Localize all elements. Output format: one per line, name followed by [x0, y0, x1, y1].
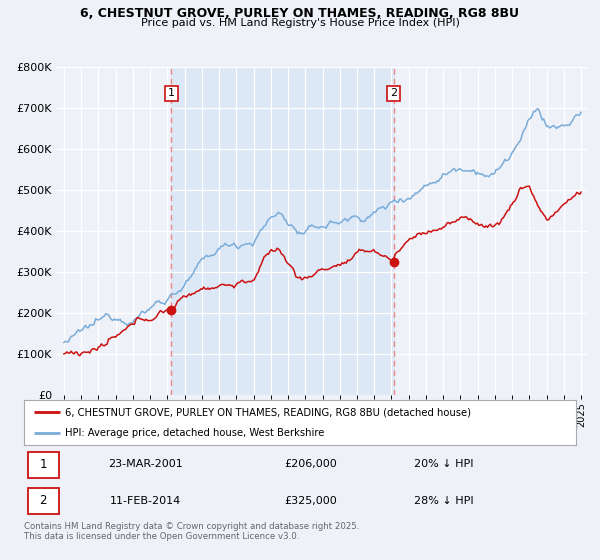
Text: Price paid vs. HM Land Registry's House Price Index (HPI): Price paid vs. HM Land Registry's House …: [140, 18, 460, 29]
Text: 2: 2: [40, 494, 47, 507]
Text: 28% ↓ HPI: 28% ↓ HPI: [414, 496, 473, 506]
Text: £206,000: £206,000: [284, 459, 337, 469]
Text: 6, CHESTNUT GROVE, PURLEY ON THAMES, READING, RG8 8BU (detached house): 6, CHESTNUT GROVE, PURLEY ON THAMES, REA…: [65, 408, 472, 418]
Text: 23-MAR-2001: 23-MAR-2001: [108, 459, 183, 469]
Text: 1: 1: [40, 458, 47, 470]
FancyBboxPatch shape: [28, 452, 59, 478]
FancyBboxPatch shape: [28, 488, 59, 514]
Text: £325,000: £325,000: [284, 496, 337, 506]
Text: 20% ↓ HPI: 20% ↓ HPI: [414, 459, 473, 469]
Text: HPI: Average price, detached house, West Berkshire: HPI: Average price, detached house, West…: [65, 428, 325, 438]
Bar: [172, 67, 394, 395]
Text: 6, CHESTNUT GROVE, PURLEY ON THAMES, READING, RG8 8BU: 6, CHESTNUT GROVE, PURLEY ON THAMES, REA…: [80, 7, 520, 20]
Text: 2: 2: [390, 88, 397, 99]
Text: Contains HM Land Registry data © Crown copyright and database right 2025.
This d: Contains HM Land Registry data © Crown c…: [24, 522, 359, 542]
Text: 11-FEB-2014: 11-FEB-2014: [110, 496, 181, 506]
Text: 1: 1: [168, 88, 175, 99]
